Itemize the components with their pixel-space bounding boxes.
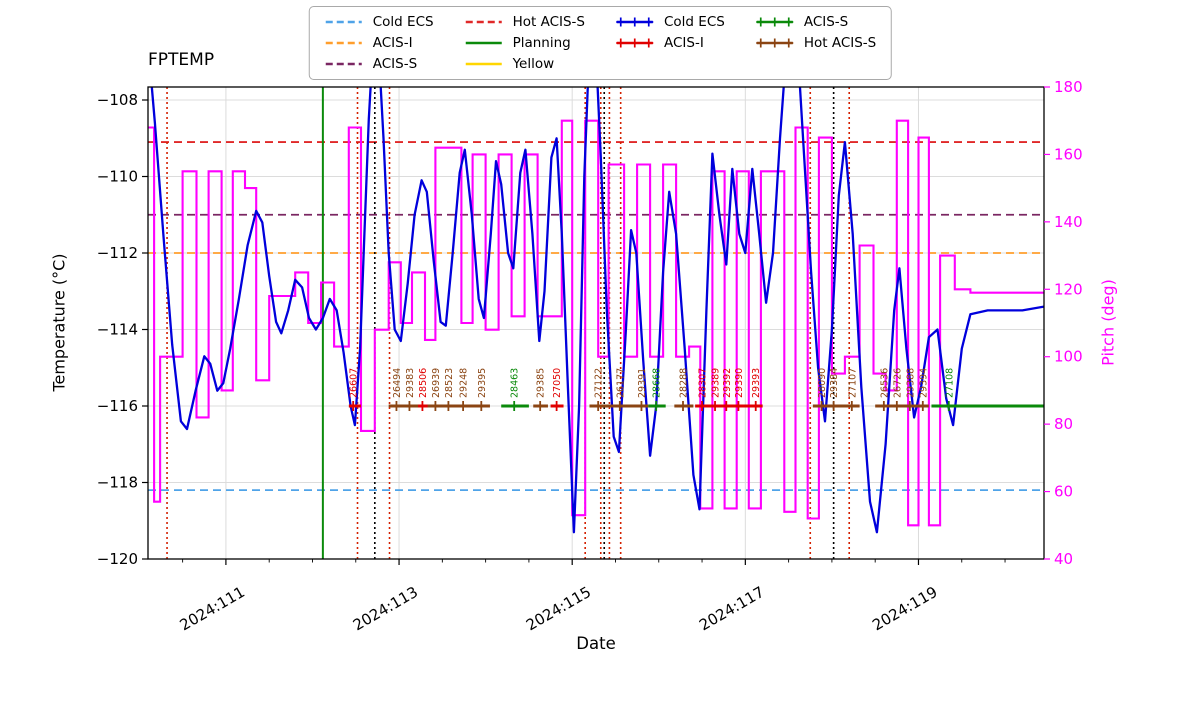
obsid-label: 27108 [944,368,955,398]
y-left-tick-label: −114 [97,321,138,339]
legend-item-label: Hot ACIS-S [512,14,585,30]
legend-item-label: ACIS-S [803,14,849,30]
legend-swatch-dashed [325,41,362,45]
legend-item: ACIS-I [324,35,434,51]
pitch-line [148,119,1044,527]
obsid-label: 29394 [918,368,929,398]
legend-item: ACIS-S [324,56,434,72]
observation-band: 26607 26494 29383 28506 26939 28523 29248 29395… [349,368,1044,412]
y-left-tick-label: −112 [97,244,138,262]
legend-item-label: Hot ACIS-S [803,35,877,51]
obsid-label: 29395 [477,368,488,398]
obsid-label: 28090 [817,368,828,398]
obsid-label: 28668 [652,368,663,398]
obsid-label: 29392 [722,368,733,398]
limit-lines [148,141,1044,492]
obsid-label: 26177 [615,368,626,398]
legend-swatch-solid [465,41,502,45]
y-right-tick-label: 120 [1054,280,1083,298]
grid [148,87,1044,560]
obsid-label: 27122 [594,368,605,398]
legend-swatch-dashed [325,20,362,24]
obsid-label: 28463 [510,368,521,398]
obsid-label: 26607 [349,368,360,398]
plot-frame [147,86,1045,560]
obsid-label: 28307 [698,368,709,398]
obsid-label: 29383 [405,368,416,398]
x-tick-label: 2024:113 [350,583,421,635]
obsid-label: 26494 [392,368,403,398]
legend-swatch-marker [756,17,794,27]
y-right-tick-label: 140 [1054,213,1083,231]
obsid-label: 27107 [847,368,858,398]
pitch-series [148,119,1044,527]
legend-item: Yellow [464,56,585,72]
x-tick-label: 2024:111 [177,583,248,635]
legend-column: ACIS-S Hot ACIS-S [755,14,876,51]
temperature-line [150,87,1044,534]
x-axis-label: Date [576,634,616,653]
y-left-tick-label: −120 [97,550,138,568]
legend-column: Hot ACIS-S Planning Yellow [464,14,585,72]
legend-swatch-solid [465,62,502,66]
legend-item: Cold ECS [324,14,434,30]
legend-item: ACIS-I [615,35,725,51]
chart-title: FPTEMP [148,50,215,70]
legend-swatch-dashed [325,62,362,66]
x-tick-label: 2024:119 [869,583,940,635]
y-right-tick-label: 160 [1054,145,1083,163]
legend-item-label: ACIS-I [372,35,413,51]
obsid-label: 26536 [879,368,890,398]
y-right-tick-label: 40 [1054,550,1073,568]
legend-swatch-marker [756,38,794,48]
obsid-label: 26939 [431,368,442,398]
legend-swatch-marker [616,38,654,48]
obsid-label: 28288 [679,368,690,398]
x-tick-label: 2024:117 [696,583,767,635]
obsid-label: 29385 [536,368,547,398]
legend-item: Planning [464,35,585,51]
legend-item: Hot ACIS-S [755,35,876,51]
temperature-series [150,87,1044,534]
obsid-label: 29248 [459,368,470,398]
obsid-label: 26726 [892,368,903,398]
legend-column: Cold ECS ACIS-I ACIS-S [324,14,434,72]
y-right-tick-label: 180 [1054,78,1083,96]
legend-item: Hot ACIS-S [464,14,585,30]
legend-swatch-dashed [465,20,502,24]
y-left-tick-label: −118 [97,474,138,492]
obsid-label: 29384 [829,368,840,398]
obsid-label: 29388 [905,368,916,398]
obsid-label: 27050 [552,368,563,398]
legend-item-label: Cold ECS [664,14,725,30]
y-right-tick-label: 80 [1054,415,1073,433]
legend-item-label: ACIS-I [664,35,704,51]
legend-item-label: ACIS-S [372,56,418,72]
obsid-label: 29390 [734,368,745,398]
obsid-label: 28506 [418,368,429,398]
y-left-tick-label: −116 [97,397,138,415]
y-right-tick-label: 60 [1054,483,1073,501]
y-right-tick-label: 100 [1054,348,1083,366]
obsid-label: 29389 [711,368,722,398]
obsid-label: 29393 [751,368,762,398]
y-left-tick-label: −108 [97,91,138,109]
y-left-tick-label: −110 [97,168,138,186]
legend-item-label: Yellow [512,56,555,72]
axes: 2024:111 2024:113 2024:115 2024:117 2024:119… [97,78,1083,634]
obsid-label: 29391 [637,368,648,398]
legend-item-label: Cold ECS [372,14,434,30]
legend-item-label: Planning [512,35,571,51]
legend: Cold ECS ACIS-I ACIS-S Hot ACIS-S Planning Ye… [308,6,892,80]
y-axis-left-label: Temperature (°C) [49,253,69,392]
x-tick-label: 2024:115 [523,583,594,635]
legend-swatch-marker [616,17,654,27]
y-axis-right-label: Pitch (deg) [1098,279,1118,366]
obsid-label: 28523 [444,368,455,398]
legend-item: Cold ECS [615,14,725,30]
legend-column: Cold ECS ACIS-I [615,14,725,51]
legend-item: ACIS-S [755,14,876,30]
